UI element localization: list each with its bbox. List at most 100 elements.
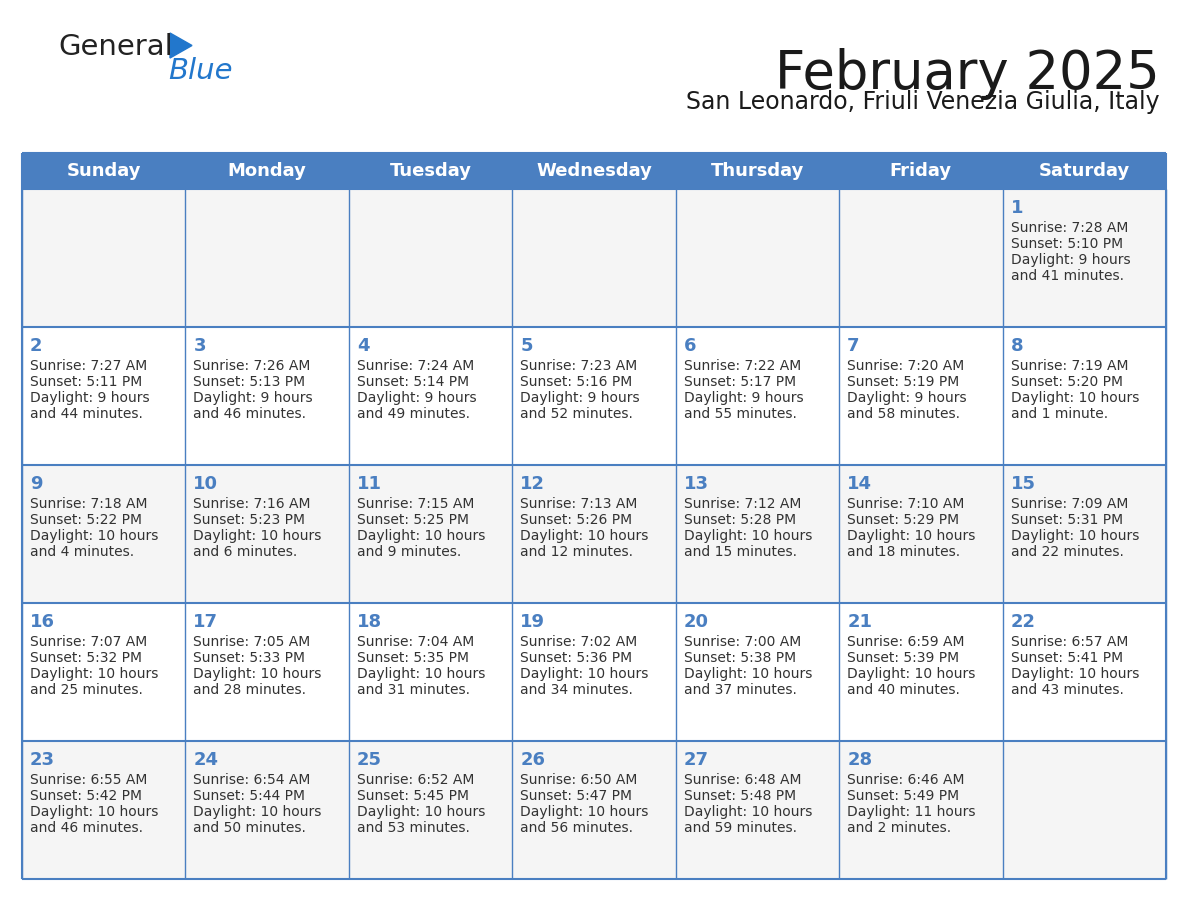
Text: 6: 6 [684, 337, 696, 355]
Text: Sunrise: 7:22 AM: Sunrise: 7:22 AM [684, 359, 801, 373]
Text: Sunrise: 7:05 AM: Sunrise: 7:05 AM [194, 635, 311, 649]
Text: Sunrise: 7:16 AM: Sunrise: 7:16 AM [194, 497, 311, 511]
Text: Sunrise: 7:28 AM: Sunrise: 7:28 AM [1011, 221, 1127, 235]
Text: and 43 minutes.: and 43 minutes. [1011, 683, 1124, 697]
Text: Blue: Blue [168, 57, 233, 85]
Text: Sunset: 5:19 PM: Sunset: 5:19 PM [847, 375, 960, 389]
Text: Sunset: 5:13 PM: Sunset: 5:13 PM [194, 375, 305, 389]
Text: Sunrise: 6:50 AM: Sunrise: 6:50 AM [520, 773, 638, 787]
Text: Sunrise: 7:07 AM: Sunrise: 7:07 AM [30, 635, 147, 649]
Text: Sunrise: 7:09 AM: Sunrise: 7:09 AM [1011, 497, 1127, 511]
Bar [23, 603, 1165, 741]
Text: and 12 minutes.: and 12 minutes. [520, 545, 633, 559]
Text: Sunset: 5:35 PM: Sunset: 5:35 PM [356, 651, 469, 665]
Text: and 25 minutes.: and 25 minutes. [30, 683, 143, 697]
Text: and 2 minutes.: and 2 minutes. [847, 821, 952, 835]
Text: and 9 minutes.: and 9 minutes. [356, 545, 461, 559]
Text: 21: 21 [847, 613, 872, 631]
Text: and 4 minutes.: and 4 minutes. [30, 545, 134, 559]
Text: 17: 17 [194, 613, 219, 631]
Text: 4: 4 [356, 337, 369, 355]
Text: Daylight: 10 hours: Daylight: 10 hours [356, 667, 485, 681]
Text: and 28 minutes.: and 28 minutes. [194, 683, 307, 697]
Text: Daylight: 10 hours: Daylight: 10 hours [684, 529, 813, 543]
Text: 20: 20 [684, 613, 709, 631]
Polygon shape [170, 33, 192, 58]
Text: and 1 minute.: and 1 minute. [1011, 407, 1107, 421]
Text: and 44 minutes.: and 44 minutes. [30, 407, 143, 421]
Text: 18: 18 [356, 613, 383, 631]
Text: 2: 2 [30, 337, 43, 355]
Text: Sunset: 5:20 PM: Sunset: 5:20 PM [1011, 375, 1123, 389]
Text: 1: 1 [1011, 199, 1023, 217]
Text: Sunset: 5:14 PM: Sunset: 5:14 PM [356, 375, 469, 389]
Text: Daylight: 9 hours: Daylight: 9 hours [194, 391, 314, 405]
Text: 25: 25 [356, 751, 381, 769]
Text: Daylight: 10 hours: Daylight: 10 hours [520, 667, 649, 681]
Text: 5: 5 [520, 337, 532, 355]
Text: Sunset: 5:36 PM: Sunset: 5:36 PM [520, 651, 632, 665]
Text: Sunset: 5:49 PM: Sunset: 5:49 PM [847, 789, 959, 803]
Text: Sunset: 5:16 PM: Sunset: 5:16 PM [520, 375, 632, 389]
Text: Sunset: 5:39 PM: Sunset: 5:39 PM [847, 651, 959, 665]
Text: Sunset: 5:25 PM: Sunset: 5:25 PM [356, 513, 469, 527]
Text: Sunrise: 7:26 AM: Sunrise: 7:26 AM [194, 359, 311, 373]
Text: Daylight: 10 hours: Daylight: 10 hours [194, 805, 322, 819]
Text: Sunset: 5:31 PM: Sunset: 5:31 PM [1011, 513, 1123, 527]
Text: Sunset: 5:26 PM: Sunset: 5:26 PM [520, 513, 632, 527]
Text: Sunrise: 7:00 AM: Sunrise: 7:00 AM [684, 635, 801, 649]
Text: Daylight: 10 hours: Daylight: 10 hours [1011, 529, 1139, 543]
Text: 26: 26 [520, 751, 545, 769]
Text: Daylight: 10 hours: Daylight: 10 hours [30, 667, 158, 681]
Text: Daylight: 9 hours: Daylight: 9 hours [1011, 253, 1130, 267]
Text: 8: 8 [1011, 337, 1023, 355]
Text: and 59 minutes.: and 59 minutes. [684, 821, 797, 835]
Text: Sunrise: 7:12 AM: Sunrise: 7:12 AM [684, 497, 801, 511]
Text: 10: 10 [194, 475, 219, 493]
Text: Daylight: 10 hours: Daylight: 10 hours [847, 529, 975, 543]
Text: Sunset: 5:38 PM: Sunset: 5:38 PM [684, 651, 796, 665]
Text: Sunset: 5:23 PM: Sunset: 5:23 PM [194, 513, 305, 527]
Text: and 56 minutes.: and 56 minutes. [520, 821, 633, 835]
Text: Daylight: 10 hours: Daylight: 10 hours [847, 667, 975, 681]
Text: Sunset: 5:28 PM: Sunset: 5:28 PM [684, 513, 796, 527]
Text: Daylight: 10 hours: Daylight: 10 hours [1011, 391, 1139, 405]
Text: General: General [58, 33, 172, 61]
Text: 9: 9 [30, 475, 43, 493]
Text: and 22 minutes.: and 22 minutes. [1011, 545, 1124, 559]
Text: Sunset: 5:11 PM: Sunset: 5:11 PM [30, 375, 143, 389]
Text: Sunset: 5:48 PM: Sunset: 5:48 PM [684, 789, 796, 803]
Text: and 37 minutes.: and 37 minutes. [684, 683, 797, 697]
Bar [23, 465, 1165, 603]
Text: Daylight: 9 hours: Daylight: 9 hours [684, 391, 803, 405]
Text: Sunrise: 7:23 AM: Sunrise: 7:23 AM [520, 359, 638, 373]
Text: Daylight: 10 hours: Daylight: 10 hours [30, 529, 158, 543]
Text: Saturday: Saturday [1038, 162, 1130, 180]
Bar [23, 153, 1165, 189]
Text: Sunset: 5:45 PM: Sunset: 5:45 PM [356, 789, 469, 803]
Text: 12: 12 [520, 475, 545, 493]
Text: Sunset: 5:42 PM: Sunset: 5:42 PM [30, 789, 143, 803]
Text: Sunrise: 6:46 AM: Sunrise: 6:46 AM [847, 773, 965, 787]
Text: Sunrise: 6:54 AM: Sunrise: 6:54 AM [194, 773, 311, 787]
Text: and 41 minutes.: and 41 minutes. [1011, 269, 1124, 283]
Text: Sunrise: 6:59 AM: Sunrise: 6:59 AM [847, 635, 965, 649]
Text: Daylight: 10 hours: Daylight: 10 hours [30, 805, 158, 819]
Text: and 6 minutes.: and 6 minutes. [194, 545, 298, 559]
Text: Sunrise: 6:52 AM: Sunrise: 6:52 AM [356, 773, 474, 787]
Text: Sunset: 5:41 PM: Sunset: 5:41 PM [1011, 651, 1123, 665]
Text: 19: 19 [520, 613, 545, 631]
Text: Sunrise: 7:02 AM: Sunrise: 7:02 AM [520, 635, 638, 649]
Text: Sunset: 5:22 PM: Sunset: 5:22 PM [30, 513, 143, 527]
Text: Daylight: 11 hours: Daylight: 11 hours [847, 805, 975, 819]
Text: Daylight: 10 hours: Daylight: 10 hours [520, 805, 649, 819]
Text: February 2025: February 2025 [776, 48, 1159, 100]
Text: 11: 11 [356, 475, 381, 493]
Text: Daylight: 10 hours: Daylight: 10 hours [356, 529, 485, 543]
Text: and 40 minutes.: and 40 minutes. [847, 683, 960, 697]
Text: 3: 3 [194, 337, 206, 355]
Text: Daylight: 10 hours: Daylight: 10 hours [194, 667, 322, 681]
Text: and 15 minutes.: and 15 minutes. [684, 545, 797, 559]
Text: Daylight: 10 hours: Daylight: 10 hours [356, 805, 485, 819]
Text: and 46 minutes.: and 46 minutes. [30, 821, 143, 835]
